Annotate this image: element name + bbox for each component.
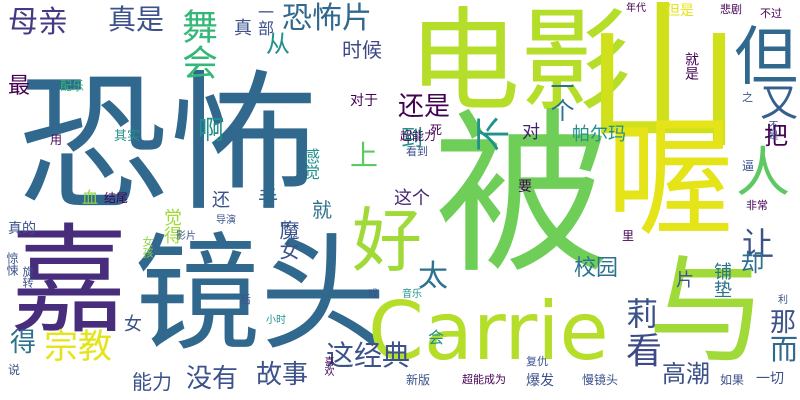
word: 时候	[342, 38, 382, 62]
word: 一切	[756, 371, 784, 387]
word: 血	[82, 188, 99, 207]
word: 啊	[198, 116, 225, 146]
word: 但是	[666, 3, 694, 19]
word: 真是	[108, 3, 165, 36]
word: 利	[778, 295, 788, 306]
word: 铺垫	[711, 262, 732, 298]
word: 那	[770, 308, 797, 338]
word: 之	[742, 91, 753, 104]
word: 却	[736, 250, 764, 274]
word: 校园	[574, 256, 619, 281]
word: 魔女	[276, 220, 300, 260]
word: 里	[622, 229, 635, 243]
word: 还	[212, 190, 230, 211]
word: 后	[240, 293, 251, 306]
word: 如果	[720, 373, 745, 387]
word: 到	[397, 126, 422, 148]
word: 真的	[8, 221, 36, 237]
word: 镜头	[134, 221, 386, 368]
word: 高潮	[662, 360, 710, 388]
word: 与	[648, 242, 767, 380]
word: 超能力	[400, 129, 437, 143]
word: 说	[8, 363, 21, 377]
word: 悲剧	[720, 3, 742, 16]
word: 看	[626, 331, 663, 372]
word: 真	[234, 18, 252, 39]
word: 不过	[760, 7, 782, 20]
word: 会	[428, 328, 445, 347]
word: 宗教	[44, 327, 112, 367]
word: 年代	[626, 3, 646, 14]
word: 恐怖	[18, 58, 319, 232]
word: 又	[760, 81, 799, 125]
word: 音乐	[402, 289, 422, 300]
word: 感觉	[301, 148, 320, 180]
word: 还是	[398, 92, 451, 122]
word: 旋转	[21, 266, 34, 288]
word: 小时	[266, 315, 286, 326]
word: 莉	[626, 295, 659, 333]
word: 得	[10, 328, 37, 358]
word: 中	[280, 221, 290, 232]
word: 一部	[255, 4, 274, 36]
word: 没有	[186, 364, 239, 394]
word: 用	[50, 133, 63, 147]
word: 上	[350, 139, 379, 172]
word: Carrie	[368, 285, 609, 378]
word: 最	[8, 74, 31, 99]
word: 戏	[368, 289, 378, 300]
word: 女孩	[141, 236, 154, 258]
word: 山	[584, 0, 742, 171]
word: 爆发	[526, 373, 554, 389]
word: 导演	[216, 215, 236, 226]
word: 影片	[176, 231, 196, 242]
word: 帕尔玛	[572, 124, 626, 145]
word: 就	[312, 198, 332, 222]
word: 喜欢	[322, 356, 333, 376]
word: 看到	[406, 145, 428, 158]
word: 喔	[606, 105, 735, 254]
word: 恐怖片	[282, 1, 372, 36]
word: 这个	[394, 188, 430, 209]
word: 其实	[114, 129, 141, 144]
word: 把	[764, 122, 788, 150]
word: 死	[430, 123, 443, 137]
word: 太	[418, 259, 448, 294]
word: 对于	[350, 93, 378, 109]
word: 复仇	[526, 355, 548, 368]
word: 惊悚	[5, 252, 19, 276]
word: 嘉	[10, 212, 129, 350]
word: 但	[734, 21, 798, 95]
word: 超能成为	[462, 373, 506, 386]
word: 要	[518, 179, 532, 195]
word: 故事	[256, 360, 309, 390]
word: 而	[770, 333, 799, 366]
word: 母亲	[8, 5, 68, 40]
word: 对	[522, 122, 540, 143]
word: 电影	[408, 0, 632, 127]
word: 从	[266, 30, 290, 58]
word: 手	[258, 186, 278, 210]
word: 结尾	[104, 191, 129, 205]
word: 就是	[683, 52, 699, 80]
word: 这经典	[326, 339, 411, 372]
word: 不	[473, 115, 514, 152]
word: 人	[736, 141, 790, 204]
word: 被	[434, 93, 611, 298]
word: 片	[676, 270, 694, 291]
word: 让	[742, 225, 775, 263]
word: 逼	[742, 159, 755, 173]
word: 好	[352, 200, 422, 282]
word: 非常	[746, 199, 768, 212]
word: 能力	[132, 370, 172, 394]
word: 新版	[406, 373, 431, 387]
word: 一个	[546, 74, 574, 122]
word: 不是	[766, 120, 777, 140]
word: 慢镜头	[582, 373, 619, 387]
word: 女	[124, 314, 142, 335]
word: 配乐	[60, 79, 85, 93]
word: 舞会	[176, 8, 217, 80]
word: 觉得	[161, 208, 182, 244]
